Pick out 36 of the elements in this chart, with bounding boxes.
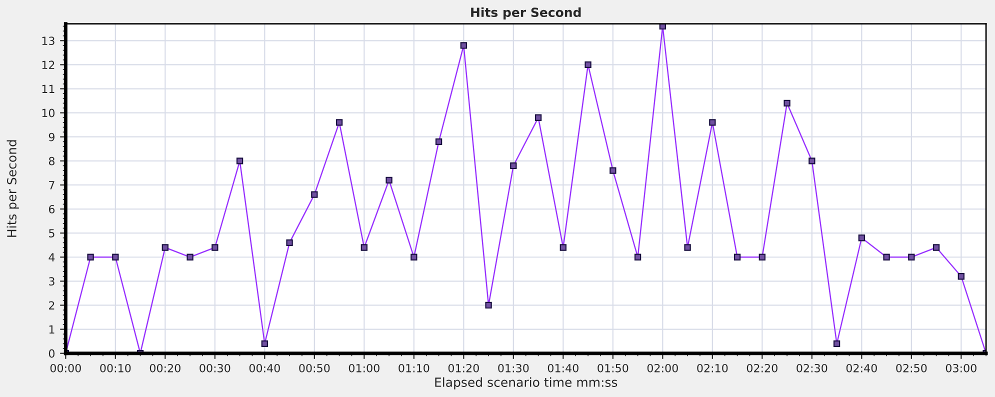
x-tick-label: 01:20 [448, 364, 479, 372]
x-tick-label: 00:30 [200, 364, 230, 372]
x-axis-title: Elapsed scenario time mm:ss [435, 377, 618, 390]
x-tick-label: 01:30 [498, 364, 529, 372]
y-tick-label: 1 [49, 325, 54, 334]
y-tick-label: 3 [49, 277, 54, 286]
y-tick-label: 2 [49, 301, 54, 310]
x-tick-label: 00:10 [100, 364, 131, 372]
y-tick-label: 5 [49, 229, 54, 238]
y-tick-label: 10 [42, 108, 55, 118]
y-tick-label: 8 [48, 156, 54, 166]
y-tick-label: 9 [48, 132, 54, 142]
x-tick-label: 01:50 [598, 364, 628, 372]
x-tick-label: 02:10 [697, 364, 728, 372]
x-tick-label: 00:20 [150, 364, 180, 372]
y-tick-label: 6 [48, 204, 55, 214]
y-tick-label: 12 [42, 60, 54, 69]
x-tick-label: 03:00 [946, 364, 976, 372]
x-tick-label: 00:00 [50, 364, 81, 372]
x-tick-label: 00:40 [249, 364, 280, 372]
chart-title: Hits per Second [471, 7, 581, 20]
x-tick-label: 01:10 [398, 364, 430, 372]
x-tick-label: 01:00 [348, 364, 380, 372]
y-tick-label: 7 [49, 181, 54, 190]
x-tick-label: 00:50 [299, 364, 330, 372]
x-tick-label: 02:00 [647, 364, 678, 372]
x-tick-label: 02:20 [746, 364, 778, 372]
y-tick-label: 11 [42, 84, 54, 93]
y-axis-title: Hits per Second [6, 140, 19, 237]
x-tick-label: 02:50 [896, 364, 927, 372]
x-tick-label: 01:40 [548, 364, 578, 372]
x-tick-label: 02:40 [846, 364, 877, 372]
y-tick-label: 4 [48, 253, 55, 262]
x-tick-label: 02:30 [796, 364, 828, 372]
y-tick-label: 13 [42, 36, 54, 46]
y-tick-label: 0 [48, 349, 55, 358]
